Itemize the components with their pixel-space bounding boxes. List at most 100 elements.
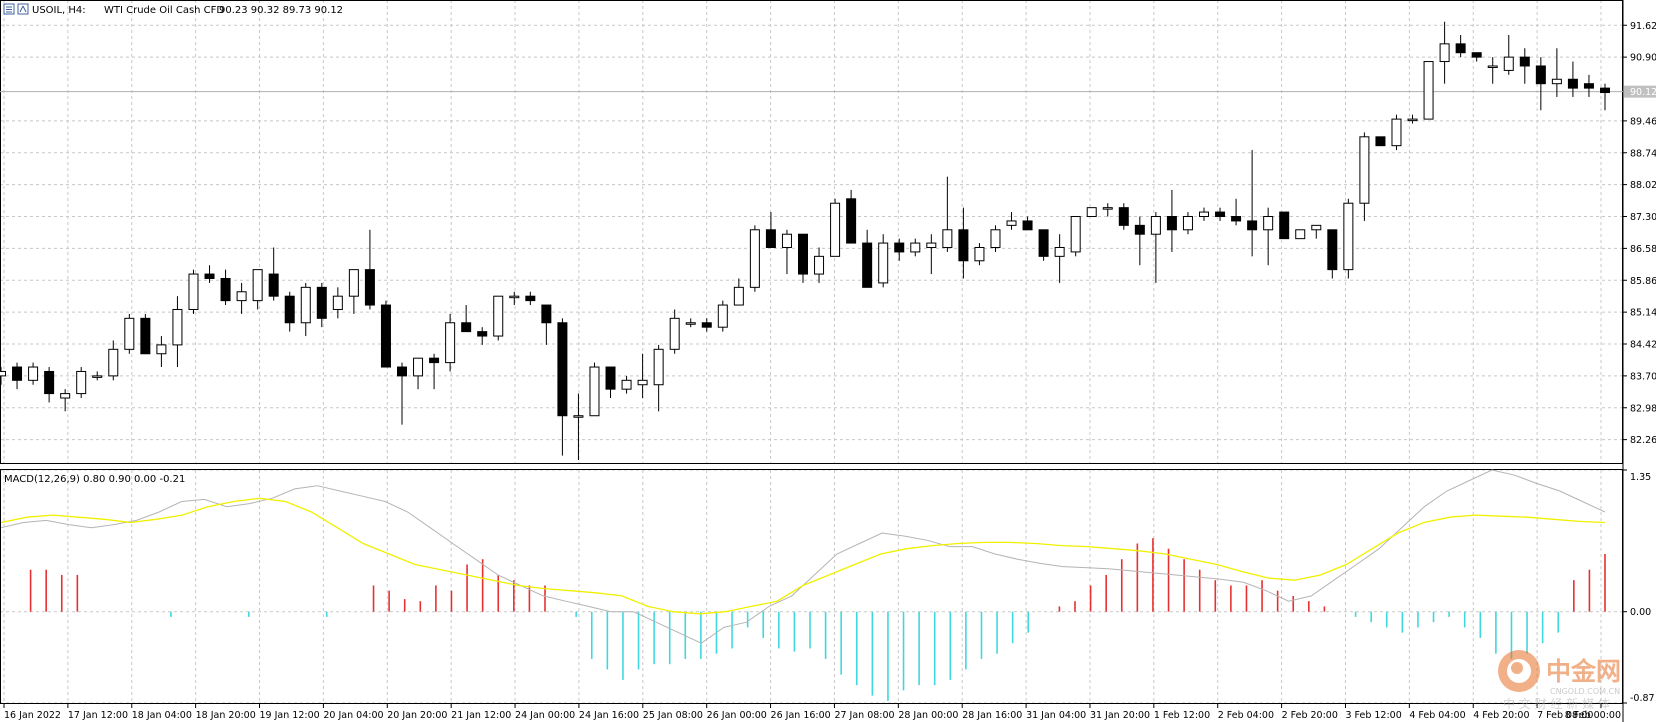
candle	[1567, 61, 1578, 97]
candle	[92, 371, 103, 381]
candle-body	[669, 317, 680, 350]
candle	[509, 291, 520, 306]
candle	[1247, 150, 1258, 257]
time-tick-label: 2 Feb 04:00	[1218, 710, 1274, 721]
candle	[140, 313, 151, 355]
candle	[621, 375, 632, 394]
watermark: 中金网 CNGOLD.COM.CN 中 文 财 经 新 媒 体	[1498, 650, 1621, 711]
candle-body	[1535, 65, 1546, 85]
candle	[1054, 234, 1065, 283]
candle	[637, 353, 648, 399]
symbol-icon-line	[19, 5, 24, 13]
current-price-label: 90.12	[1630, 87, 1656, 98]
candle-body	[1519, 56, 1530, 67]
symbol-icon-line	[22, 5, 27, 13]
price-tick-label: 89.46	[1630, 116, 1656, 127]
chart-header: USOIL, H4: WTI Crude Oil Cash CFD 90.23 …	[3, 3, 343, 16]
candle-body	[1311, 224, 1322, 231]
price-tick-label: 87.30	[1630, 212, 1656, 223]
candle-body	[637, 379, 648, 386]
candle-body	[894, 242, 905, 253]
signal-line	[0, 497, 1606, 615]
candle	[942, 176, 953, 252]
candle	[12, 362, 23, 390]
candle-body	[1359, 136, 1370, 204]
watermark-logo-core	[1511, 662, 1523, 674]
candle-body	[1022, 220, 1033, 231]
candle-body	[76, 370, 87, 395]
candle	[749, 225, 760, 292]
candle-body	[733, 286, 744, 306]
price-tick-label: 84.42	[1630, 340, 1656, 351]
time-tick-label: 26 Jan 00:00	[707, 710, 767, 721]
time-tick-label: 31 Jan 04:00	[1026, 710, 1086, 721]
symbol-label: USOIL, H4:	[32, 5, 86, 16]
candle	[60, 389, 71, 412]
candle-body	[846, 198, 857, 244]
candle	[236, 282, 247, 314]
candle	[156, 336, 167, 368]
candle-body	[525, 295, 536, 302]
candle	[781, 229, 792, 275]
candle-body	[1086, 207, 1097, 218]
candle-body	[1215, 211, 1226, 218]
candle	[1423, 61, 1434, 120]
time-tick-label: 2 Feb 20:00	[1282, 710, 1338, 721]
candle-body	[765, 229, 776, 248]
candle-body	[942, 229, 953, 248]
candle-body	[429, 357, 440, 364]
candle-body	[220, 277, 231, 302]
candle	[1134, 216, 1145, 266]
candle	[413, 357, 424, 390]
macd-axis: 1.35 0.00 -0.87	[1623, 469, 1655, 704]
candle	[332, 287, 343, 319]
candle	[1359, 132, 1370, 221]
candle-body	[798, 233, 808, 275]
time-tick-label: 24 Jan 16:00	[579, 710, 639, 721]
candle-body	[172, 308, 183, 346]
candle	[862, 229, 873, 288]
candle	[316, 282, 327, 328]
candle	[846, 189, 857, 244]
time-tick-label: 4 Feb 04:00	[1409, 710, 1465, 721]
candle	[605, 366, 616, 399]
candle-body	[397, 366, 407, 377]
candle	[910, 238, 921, 257]
candle	[814, 247, 825, 283]
candle	[284, 291, 295, 332]
candle-body	[477, 331, 488, 337]
candle	[461, 305, 472, 333]
candle-body	[1166, 216, 1177, 231]
candle-body	[140, 317, 151, 355]
candle	[76, 367, 87, 399]
time-tick-label: 1 Feb 12:00	[1154, 710, 1210, 721]
price-tick-label: 88.74	[1630, 148, 1656, 159]
candle	[1070, 216, 1081, 257]
candle	[557, 318, 568, 456]
candle	[1199, 207, 1209, 221]
candle-body	[1327, 229, 1338, 271]
candle	[1535, 57, 1546, 111]
candle	[1327, 229, 1338, 279]
candle	[1215, 207, 1226, 221]
candle	[878, 234, 889, 288]
candle	[220, 269, 231, 306]
candle-body	[990, 229, 1001, 248]
candle-body	[316, 286, 327, 319]
time-axis: 16 Jan 2022 17 Jan 12:00 18 Jan 04:00 18 Ja…	[3, 704, 1621, 721]
candle-body	[1295, 229, 1306, 240]
candle-body	[910, 242, 921, 253]
candle-body	[1600, 87, 1610, 94]
price-axis: 91.62 90.90 89.46 88.74 88.02 87.30 86.58 85.86…	[1623, 21, 1656, 446]
symbol-icon[interactable]	[17, 3, 29, 15]
time-tick-label: 17 Jan 12:00	[68, 710, 128, 721]
candle-body	[1006, 220, 1017, 226]
candle-body	[156, 344, 167, 355]
candle-body	[108, 348, 119, 377]
candle-body	[1567, 78, 1578, 89]
candle-body	[1038, 229, 1049, 257]
candlestick-series	[0, 21, 1610, 460]
candle-body	[1247, 220, 1258, 231]
candle-body	[124, 317, 135, 350]
